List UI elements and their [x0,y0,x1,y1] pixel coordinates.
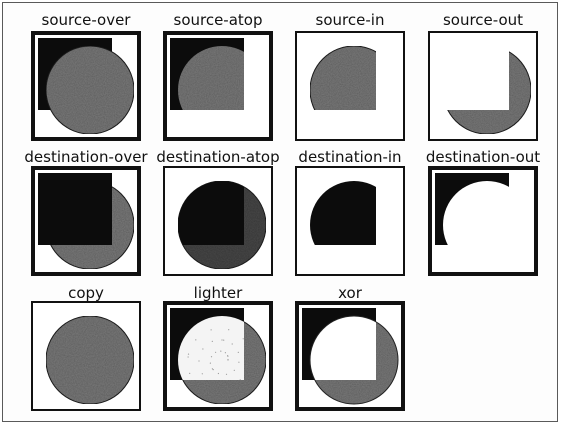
composite-box-source-in [295,31,405,141]
composite-canvas [163,31,273,141]
cell-label-destination-atop: destination-atop [156,148,280,166]
circle-outline [309,315,399,405]
box-border [31,31,141,141]
cell-label-destination-in: destination-in [298,148,402,166]
box-border [428,31,538,141]
source-circle [309,45,376,110]
composite-box-source-atop [163,31,273,141]
composite-canvas [295,301,405,411]
cell-label-destination-out: destination-out [425,148,541,166]
composite-canvas [31,31,141,141]
composite-box-source-over [31,31,141,141]
source-circle [310,316,398,404]
source-circle [442,45,532,135]
composite-box-destination-over [31,166,141,276]
cell-label-xor: xor [338,284,362,302]
box-border [295,166,405,276]
composite-box-destination-atop [163,166,273,276]
composite-canvas [295,31,405,141]
box-border [31,301,141,411]
box-border [295,31,405,141]
composite-box-destination-in [295,166,405,276]
composite-box-copy [31,301,141,411]
composite-canvas [163,301,273,411]
source-circle [45,45,135,135]
box-border [31,166,141,276]
cell-label-copy: copy [68,284,104,302]
destination-square [435,173,509,245]
overlap-region [178,316,244,380]
box-border [163,31,273,141]
composite-canvas [31,301,141,411]
composite-canvas [295,166,405,276]
composite-canvas [31,166,141,276]
composite-box-lighter [163,301,273,411]
box-border [295,301,405,411]
box-border [428,166,538,276]
cell-label-source-out: source-out [442,11,524,29]
box-border [163,166,273,276]
composite-box-destination-out [428,166,538,276]
composite-canvas [163,166,273,276]
destination-square [38,173,112,245]
composite-canvas [428,166,538,276]
composite-canvas [428,31,538,141]
cell-label-destination-over: destination-over [24,148,148,166]
composite-box-xor [295,301,405,411]
cell-label-source-over: source-over [41,11,131,29]
source-circle [45,315,135,405]
cell-label-source-atop: source-atop [173,11,263,29]
compositing-diagram: source-over source-atop source-in source-ou… [2,2,558,422]
cell-label-lighter: lighter [193,284,243,302]
composite-box-source-out [428,31,538,141]
box-border [163,301,273,411]
cell-label-source-in: source-in [315,11,385,29]
source-circle [178,46,244,110]
